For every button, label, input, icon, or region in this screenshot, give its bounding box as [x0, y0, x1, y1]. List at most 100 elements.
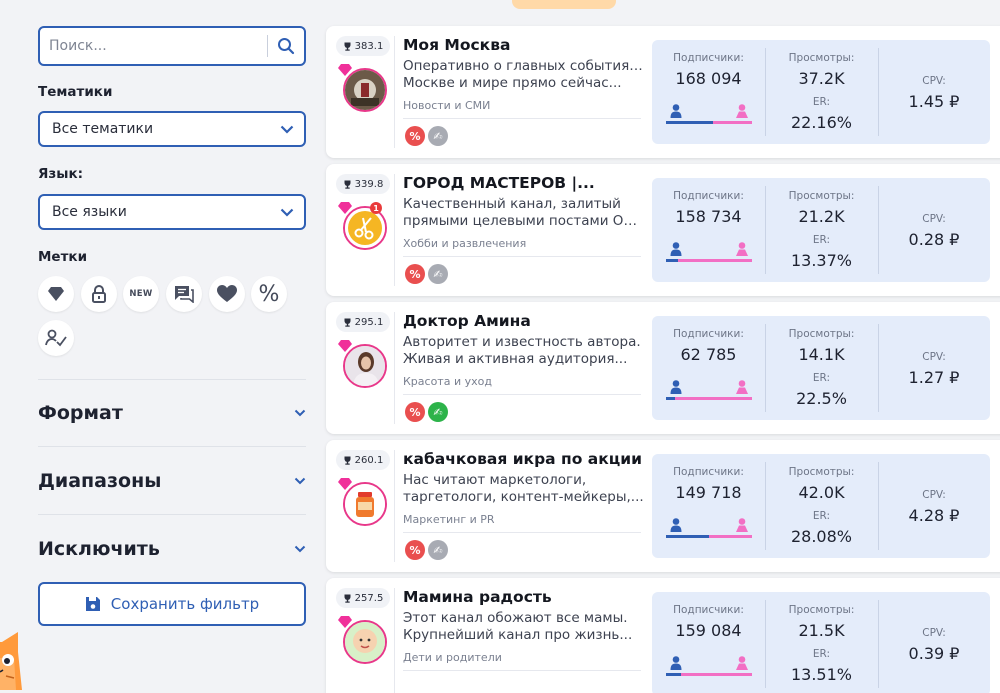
diamond-icon [338, 616, 352, 628]
divider [878, 324, 879, 412]
divider [403, 256, 641, 257]
views-label: Просмотры: [788, 466, 855, 478]
channel-name[interactable]: Моя Москва [403, 36, 511, 54]
channel-category: Красота и уход [403, 375, 492, 388]
section-ranges-title: Диапазоны [38, 470, 162, 492]
channel-card[interactable]: 339.8 1 ГОРОД МАСТЕРОВ |... Качественный… [326, 164, 1000, 296]
gender-bar [666, 656, 752, 678]
divider [394, 174, 395, 286]
er-value: 28.08% [790, 527, 852, 546]
divider [403, 118, 641, 119]
diamond-icon [338, 202, 352, 214]
chevron-down-icon [294, 477, 306, 485]
views-label: Просмотры: [788, 190, 855, 202]
divider [394, 312, 395, 424]
channel-avatar[interactable] [343, 482, 387, 526]
subscribers-value: 158 734 [675, 207, 742, 226]
er-label: ER: [812, 510, 831, 522]
channel-name[interactable]: кабачковая икра по акции [403, 450, 642, 468]
save-filter-button[interactable]: Сохранить фильтр [38, 582, 306, 626]
diamond-icon [338, 64, 352, 76]
channel-card[interactable]: 383.1 Моя Москва Оперативно о главных со… [326, 26, 1000, 158]
rank-badge: 260.1 [336, 450, 390, 470]
jar-logo-icon [345, 484, 385, 524]
tags-label: Метки [38, 249, 88, 265]
subscribers-label: Подписчики: [673, 52, 744, 64]
channel-avatar[interactable] [343, 620, 387, 664]
cpv-label: CPV: [922, 213, 946, 225]
divider [38, 446, 306, 447]
channel-card[interactable]: 295.1 Доктор Амина Авторитет и известнос… [326, 302, 1000, 434]
subscribers-label: Подписчики: [673, 466, 744, 478]
channel-description-line: Крупнейший канал про жизнь... [403, 627, 633, 643]
divider [38, 514, 306, 515]
search-box [38, 26, 306, 66]
tag-percent[interactable]: % [251, 276, 287, 312]
cpv-label: CPV: [922, 627, 946, 639]
discount-icon: % [405, 126, 425, 146]
channel-description: Оперативно о главных событиях в Москве и… [403, 58, 645, 92]
gender-ratio-bar [666, 259, 752, 262]
trophy-icon [344, 456, 351, 465]
tag-new[interactable]: NEW [123, 276, 159, 312]
gender-ratio-bar [666, 121, 752, 124]
gender-bar [666, 518, 752, 540]
search-input[interactable] [40, 38, 268, 54]
channel-name[interactable]: ГОРОД МАСТЕРОВ |... [403, 174, 595, 192]
gender-bar [666, 380, 752, 402]
language-select[interactable]: Все языки [38, 194, 306, 230]
channel-avatar[interactable] [343, 206, 387, 250]
channel-card[interactable]: 257.5 Мамина радость Этот канал обожают … [326, 578, 1000, 693]
subscribers-value: 62 785 [680, 345, 737, 364]
signature-verified-icon: ✍ [428, 402, 448, 422]
channel-avatar[interactable] [343, 344, 387, 388]
er-label: ER: [812, 648, 831, 660]
discount-icon: % [405, 264, 425, 284]
tag-diamond[interactable] [38, 276, 74, 312]
section-ranges[interactable]: Диапазоны [38, 466, 306, 496]
divider [765, 462, 766, 550]
subscribers-label: Подписчики: [673, 328, 744, 340]
top-banner-edge [512, 0, 616, 9]
channel-avatar[interactable] [343, 68, 387, 112]
tag-lock[interactable] [81, 276, 117, 312]
channel-description-line: таргетологи, контент-мейкеры,... [403, 489, 644, 505]
divider [878, 462, 879, 550]
male-icon [670, 380, 682, 394]
rank-badge: 257.5 [336, 588, 390, 608]
channel-category: Хобби и развлечения [403, 237, 527, 250]
baby-avatar-icon [345, 622, 385, 662]
cpv-label: CPV: [922, 489, 946, 501]
tag-chat[interactable] [166, 276, 202, 312]
new-icon: NEW [129, 289, 153, 299]
channel-card[interactable]: 260.1 кабачковая икра по акции Нас читаю… [326, 440, 1000, 572]
tag-signature[interactable] [38, 320, 74, 356]
search-button[interactable] [268, 28, 304, 64]
section-exclude[interactable]: Исключить [38, 534, 306, 564]
rank-value: 260.1 [354, 454, 384, 466]
filter-sidebar: Тематики Все тематики Язык: Все языки Ме… [38, 0, 306, 693]
lock-icon [92, 285, 106, 303]
divider [403, 532, 641, 533]
cpv-value: 4.28 ₽ [908, 506, 960, 525]
cpv-value: 1.45 ₽ [908, 92, 960, 111]
avatar-image-icon [345, 346, 385, 386]
cat-mascot-icon[interactable] [0, 628, 42, 690]
topics-select[interactable]: Все тематики [38, 111, 306, 147]
male-icon [670, 242, 682, 256]
channel-stats: Подписчики: 62 785 Просмотры: 14.1K ER: … [652, 316, 990, 420]
male-icon [670, 104, 682, 118]
subscribers-label: Подписчики: [673, 190, 744, 202]
channel-stats: Подписчики: 149 718 Просмотры: 42.0K ER:… [652, 454, 990, 558]
channel-name[interactable]: Доктор Амина [403, 312, 531, 330]
tag-heart[interactable] [209, 276, 245, 312]
channel-name[interactable]: Мамина радость [403, 588, 552, 606]
er-value: 13.37% [790, 251, 852, 270]
channel-description-line: Нас читают маркетологи, [403, 472, 587, 488]
section-format[interactable]: Формат [38, 398, 306, 428]
divider [878, 600, 879, 688]
channel-description-line: Москве и мире прямо сейчас... [403, 75, 622, 91]
chevron-down-icon [294, 409, 306, 417]
gender-bar [666, 242, 752, 264]
views-label: Просмотры: [788, 604, 855, 616]
